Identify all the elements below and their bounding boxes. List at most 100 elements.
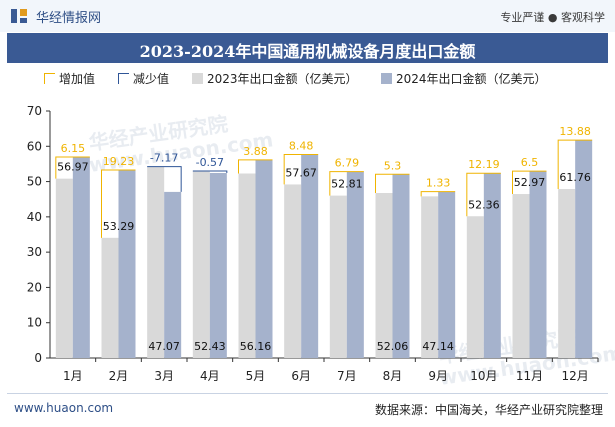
value-label-2024: 52.36 <box>468 198 500 211</box>
change-bracket <box>192 170 228 173</box>
y-tick-label: 20 <box>27 280 42 294</box>
y-tick-label: 30 <box>27 245 42 259</box>
bars <box>55 139 593 358</box>
footer-source: 数据来源：中国海关，华经产业研究院整理 <box>374 403 603 417</box>
change-bracket <box>238 159 273 174</box>
bar-2023 <box>238 173 256 358</box>
value-label-2024: 56.16 <box>240 340 272 353</box>
bar-2024 <box>72 156 90 358</box>
change-label: 5.3 <box>384 159 402 172</box>
change-label: 6.15 <box>61 142 86 155</box>
legend-swatch-decrease <box>118 73 129 84</box>
change-label: 6.79 <box>335 157 360 170</box>
bar-2024 <box>438 191 456 358</box>
bar-2023 <box>466 216 484 358</box>
change-label: -0.57 <box>196 156 224 169</box>
change-label: 19.23 <box>103 155 135 168</box>
huajing-logo-icon <box>11 9 27 23</box>
value-label-2024: 56.97 <box>57 161 89 174</box>
x-tick-label: 5月 <box>246 369 266 383</box>
x-tick-label: 11月 <box>516 369 543 383</box>
change-label: -7.17 <box>150 152 178 165</box>
legend-label-2024: 2024年出口金额（亿美元） <box>396 72 547 86</box>
value-label-2024: 52.81 <box>331 178 363 191</box>
value-label-2024: 52.43 <box>194 340 226 353</box>
x-tick-label: 6月 <box>291 369 311 383</box>
footer-url: www.huaon.com <box>14 401 114 415</box>
value-label-2024: 61.76 <box>559 171 591 184</box>
change-bracket <box>101 169 136 238</box>
bar-2024 <box>209 172 227 358</box>
legend-swatch-increase <box>44 73 55 84</box>
header-bar: 华经情报网 专业严谨 ● 客观科学 <box>0 0 615 32</box>
change-bracket <box>466 172 501 217</box>
y-tick-label: 70 <box>27 104 42 118</box>
y-tick-label: 60 <box>27 139 42 153</box>
chart-title: 2023-2024年中国通用机械设备月度出口金额 <box>139 42 476 61</box>
bar-2023 <box>55 178 73 358</box>
value-label-2024: 47.14 <box>422 340 454 353</box>
bar-2024 <box>255 159 273 358</box>
legend-swatch-2024 <box>381 73 392 84</box>
y-tick-label: 40 <box>27 210 42 224</box>
bar-2024 <box>483 173 501 358</box>
change-label: 1.33 <box>426 177 451 190</box>
value-label-2024: 57.67 <box>285 166 317 179</box>
bar-2024 <box>164 191 182 358</box>
x-tick-label: 8月 <box>383 369 403 383</box>
x-tick-label: 12月 <box>562 369 589 383</box>
change-label: 13.88 <box>559 125 591 138</box>
bar-2023 <box>421 196 439 358</box>
bar-2024 <box>392 174 410 358</box>
change-label: 3.88 <box>243 145 268 158</box>
value-label-2024: 52.97 <box>514 176 546 189</box>
bar-2023 <box>101 237 119 358</box>
bar-2024 <box>575 140 593 358</box>
title-bar: 2023-2024年中国通用机械设备月度出口金额 <box>7 33 608 63</box>
bar-2023 <box>558 189 576 358</box>
bar-2024 <box>118 169 136 358</box>
x-tick-label: 7月 <box>337 369 357 383</box>
legend-label-2023: 2023年出口金额（亿美元） <box>207 72 358 86</box>
bar-2023 <box>147 166 165 358</box>
x-tick-label: 3月 <box>154 369 174 383</box>
bar-2024 <box>346 171 364 358</box>
x-tick-label: 2月 <box>109 369 129 383</box>
change-bracket <box>147 166 182 192</box>
brand-name: 华经情报网 <box>36 11 102 26</box>
bar-2023 <box>512 194 530 358</box>
value-label-2024: 47.07 <box>148 340 180 353</box>
change-bracket <box>283 154 319 185</box>
bar-2023 <box>329 195 347 358</box>
value-label-2024: 53.29 <box>103 220 135 233</box>
bar-2023 <box>284 184 302 358</box>
bar-2024 <box>529 171 547 358</box>
legend-swatch-2023 <box>192 73 203 84</box>
x-tick-label: 4月 <box>200 369 220 383</box>
bar-2023 <box>375 193 393 358</box>
change-bracket <box>512 170 547 195</box>
y-tick-label: 10 <box>27 316 42 330</box>
x-tick-label: 9月 <box>428 369 448 383</box>
axes: 0 10 20 30 40 50 60 70 1月 2月 3月 4月 5月 6月 7月 8月 9月 10月 11月 1… <box>27 104 599 383</box>
legend-label-increase: 增加值 <box>59 72 96 86</box>
bar-2024 <box>301 154 319 358</box>
tagline: 专业严谨 ● 客观科学 <box>500 11 605 24</box>
change-bracket <box>557 139 593 190</box>
x-tick-label: 1月 <box>63 369 83 383</box>
change-bracket <box>375 173 410 194</box>
x-tick-label: 10月 <box>470 369 497 383</box>
y-tick-label: 50 <box>27 175 42 189</box>
change-label: 6.5 <box>521 156 539 169</box>
bar-2023 <box>192 170 210 358</box>
change-bracket <box>329 171 364 196</box>
change-label: 12.19 <box>468 158 500 171</box>
change-bracket <box>55 156 90 179</box>
value-labels: 6.15 56.97 19.23 53.29 -7.17 47.07 -0.57 52.43 3… <box>57 125 591 353</box>
change-bracket <box>420 191 456 197</box>
value-label-2024: 52.06 <box>377 340 409 353</box>
y-tick-label: 0 <box>34 351 42 365</box>
footer-divider <box>7 393 608 394</box>
